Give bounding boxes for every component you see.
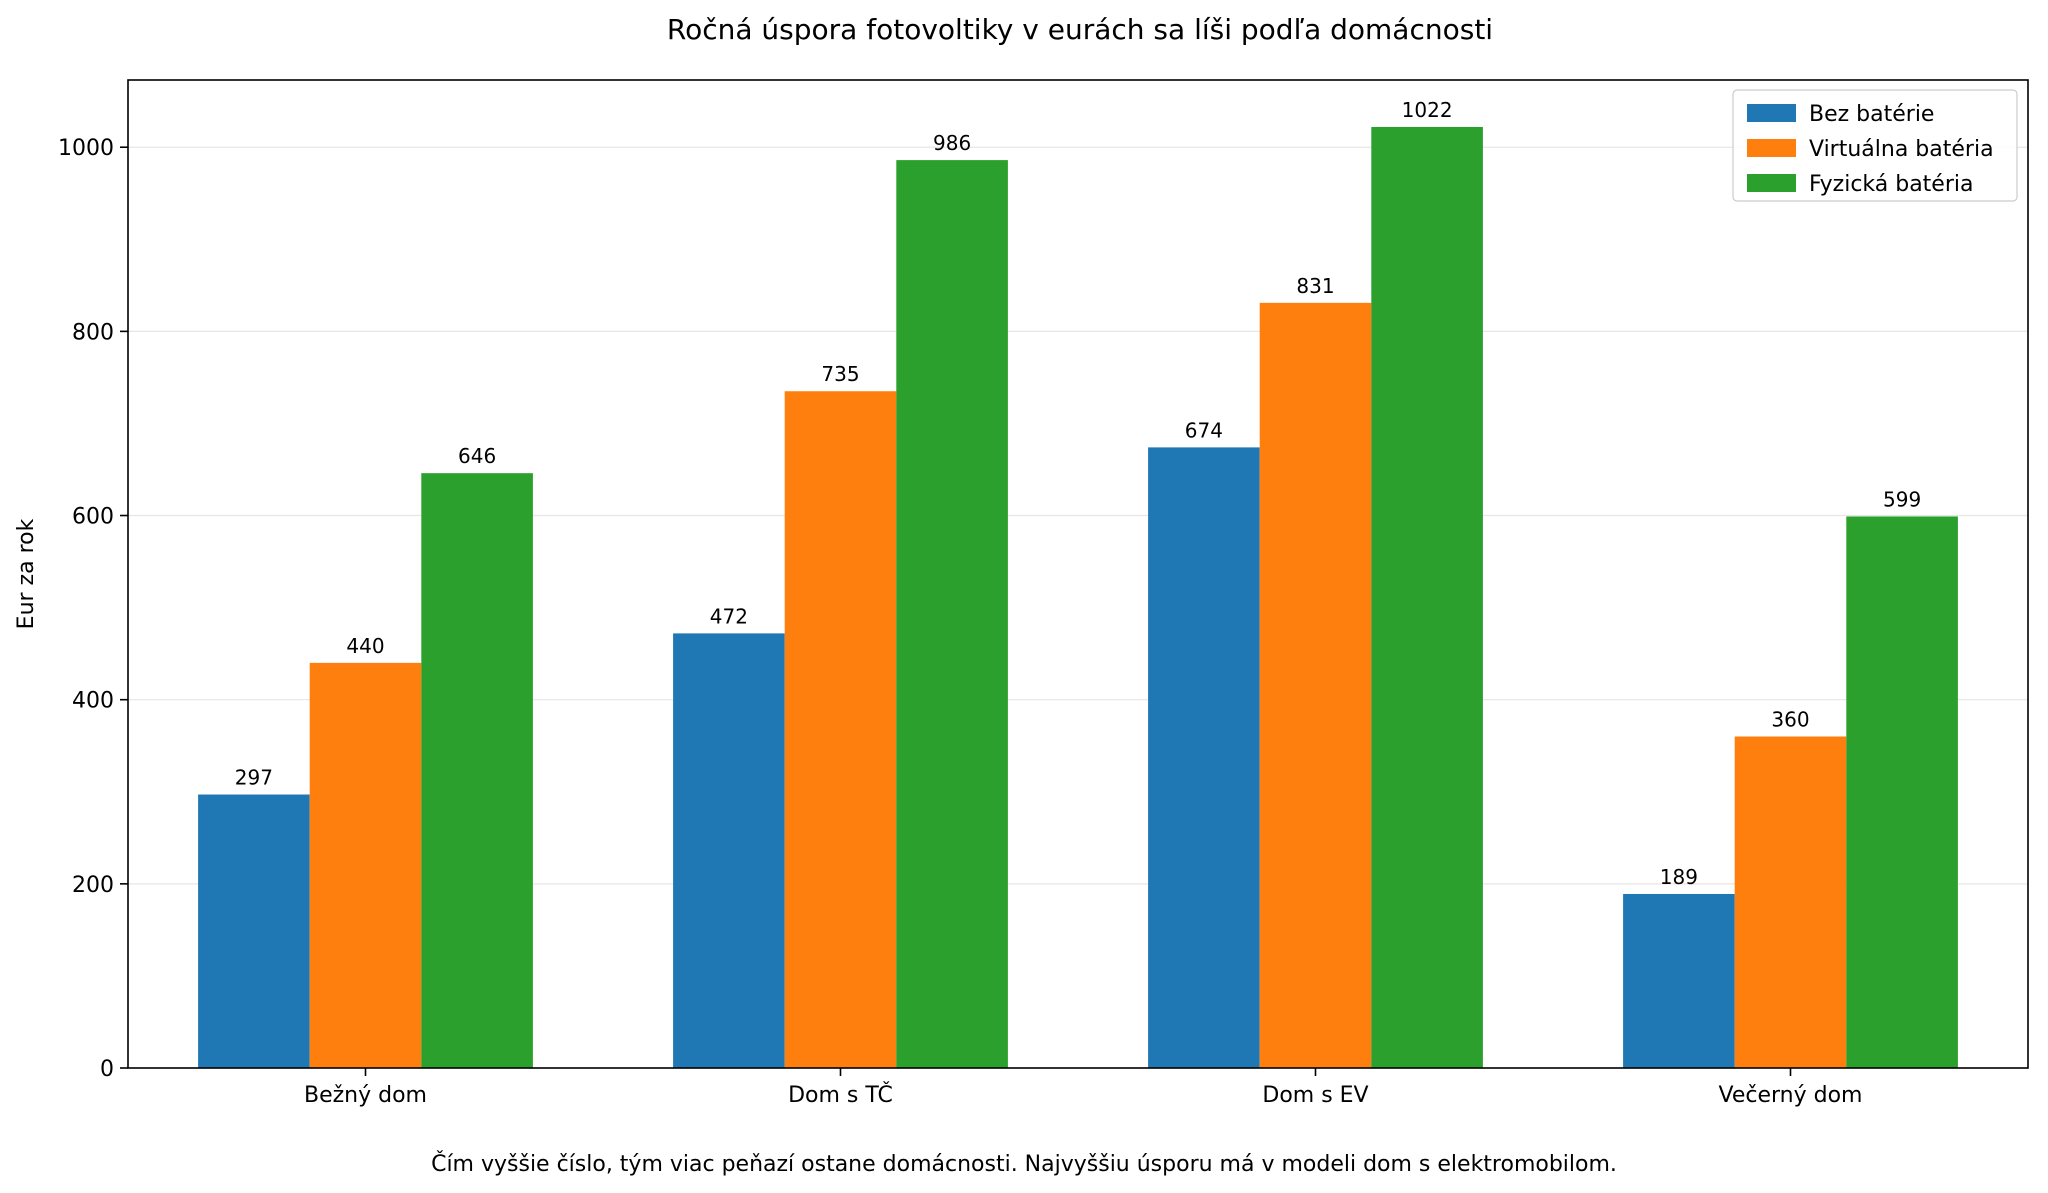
bar — [1846, 516, 1958, 1068]
legend-swatch — [1747, 174, 1796, 192]
y-tick-label: 200 — [72, 873, 114, 898]
x-tick-label: Dom s EV — [1262, 1083, 1368, 1108]
y-tick-label: 400 — [72, 689, 114, 714]
data-label: 472 — [710, 604, 748, 628]
bar — [198, 794, 310, 1068]
data-label: 674 — [1185, 418, 1223, 442]
y-tick-label: 0 — [100, 1057, 114, 1082]
x-tick-label: Večerný dom — [1719, 1083, 1863, 1108]
data-label: 735 — [821, 362, 859, 386]
legend: Bez batérie Virtuálna batéria Fyzická baté… — [1732, 89, 2018, 202]
legend-box — [1732, 89, 2018, 202]
y-tick-label: 600 — [72, 505, 114, 530]
chart-caption: Čím vyššie číslo, tým viac peňazí ostane… — [431, 1151, 1617, 1177]
legend-swatch — [1747, 139, 1796, 157]
y-tick-label: 800 — [72, 320, 114, 345]
legend-label: Bez batérie — [1809, 102, 1934, 127]
y-axis-label: Eur za rok — [14, 518, 39, 629]
data-label: 831 — [1296, 274, 1334, 298]
bar — [1148, 447, 1260, 1069]
x-tick-label: Dom s TČ — [788, 1082, 893, 1108]
legend-label: Fyzická batéria — [1809, 172, 1973, 197]
bar — [309, 662, 422, 1068]
bar — [673, 633, 785, 1068]
data-label: 646 — [458, 444, 496, 468]
legend-swatch — [1747, 104, 1796, 122]
data-label: 297 — [235, 766, 273, 790]
data-label: 440 — [346, 634, 384, 658]
y-tick-label: 1000 — [58, 136, 114, 161]
bars — [198, 126, 1958, 1069]
x-tick-label: Bežný dom — [304, 1083, 427, 1108]
legend-label: Virtuálna batéria — [1809, 137, 1994, 162]
bar — [1259, 302, 1372, 1068]
chart-title: Ročná úspora fotovoltiky v eurách sa líš… — [667, 13, 1493, 46]
plot-frame — [127, 79, 2029, 1069]
data-label: 360 — [1771, 708, 1809, 732]
x-axis: Bežný dom Dom s TČ Dom s EV Večerný dom — [304, 1068, 1862, 1108]
bar — [784, 391, 897, 1068]
data-labels: 297 440 646 472 735 986 674 831 1022 189 360 599 — [235, 98, 1921, 889]
data-label: 599 — [1883, 487, 1921, 511]
y-axis: 0 200 400 600 800 1000 — [58, 136, 128, 1082]
bar — [1734, 736, 1847, 1068]
data-label: 189 — [1660, 865, 1698, 889]
data-label: 986 — [933, 131, 971, 155]
data-label: 1022 — [1402, 98, 1453, 122]
bar — [896, 160, 1008, 1069]
bar — [1623, 893, 1735, 1068]
bar — [1371, 126, 1483, 1069]
bar — [421, 473, 533, 1068]
